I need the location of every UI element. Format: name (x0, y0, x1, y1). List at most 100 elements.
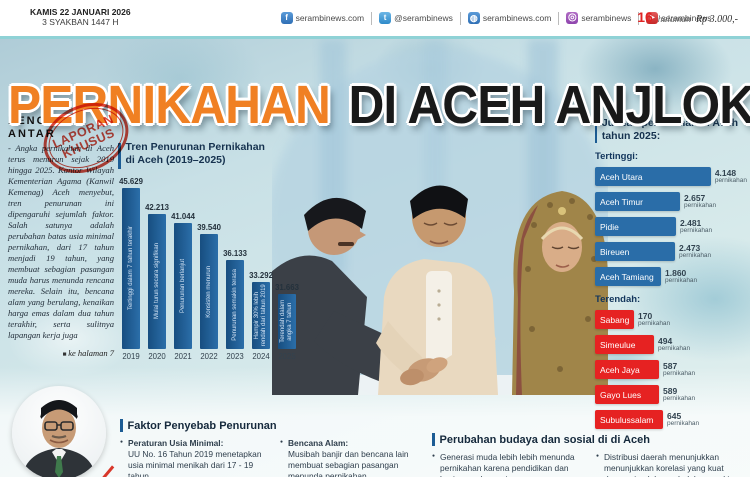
twitter-icon (379, 12, 392, 24)
price-label: Rp 3.000,- (696, 14, 738, 25)
trend-bar-year: 2023 (226, 352, 244, 361)
region-bar: Pidie (595, 217, 676, 237)
region-row: Pidie 2.481 pernikahan (595, 217, 747, 237)
region-value-unit: pernikahan (679, 251, 712, 259)
region-bar: Subulussalam (595, 410, 663, 430)
trend-bar: Konsisten menurun (200, 234, 218, 349)
edition-date-line2: 3 SYAKBAN 1447 H (42, 17, 119, 27)
title-accent-line (595, 119, 597, 143)
region-value: 1.860 pernikahan (665, 268, 698, 285)
region-value: 170 pernikahan (638, 310, 671, 328)
social-label: serambinews.com (295, 13, 365, 23)
wedding-ceremony-photo (272, 39, 608, 395)
regions-panel: Jumlah pernikahan di Aceh tahun 2025: Te… (595, 117, 747, 435)
facebook-icon (280, 12, 293, 24)
region-value-unit: pernikahan (663, 394, 696, 402)
region-bar: Sabang (595, 310, 634, 330)
trend-bar: Hampir 30% lebih rendah dari tahun 2019 (252, 282, 270, 349)
trend-bar-note: Penurunan berlanjut (179, 258, 186, 314)
title-accent-line (120, 419, 123, 432)
trend-bar-year: 2025 (278, 352, 296, 361)
trend-bar-column: 41.044 Penurunan berlanjut 2021 (170, 212, 196, 361)
trend-chart-title-row: Tren Penurunan Pernikahan di Aceh (2019–… (118, 141, 306, 169)
region-value-unit: pernikahan (667, 419, 700, 427)
trend-bar-value: 39.540 (197, 223, 221, 232)
official-portrait (12, 386, 106, 477)
intro-text: - Angka pernikahan di Aceh terus menurun… (8, 143, 114, 341)
region-value-number: 587 (663, 360, 678, 371)
factors-section: Faktor Penyebab Penurunan Peraturan Usia… (120, 419, 426, 477)
trend-bar-column: 33.292 Hampir 30% lebih rendah dari tahun… (248, 271, 274, 361)
stamp-line1: LAPORAN (50, 111, 116, 152)
regions-panel-title: Jumlah pernikahan di Aceh tahun 2025: (601, 117, 738, 143)
social-label: serambinews (661, 13, 712, 23)
factors-col2: Bencana Alam: Musibah banjir dan bencana… (280, 438, 426, 477)
trend-bar-column: 36.133 Penurunan semakin terasa 2023 (222, 249, 248, 361)
trend-bar-year: 2020 (148, 352, 166, 361)
region-value: 589 pernikahan (663, 386, 696, 403)
social-divider (638, 11, 640, 25)
region-value-number: 2.481 (680, 217, 702, 228)
trend-bar: Penurunan berlanjut (174, 223, 192, 349)
trend-bar-column: 45.629 Tertinggi dalam 7 tahun terakhir 20… (118, 177, 144, 361)
factor-item: Peraturan Usia Minimal: UU No. 16 Tahun … (120, 438, 266, 477)
region-row: Gayo Lues 589 pernikahan (595, 385, 747, 405)
trend-bar: Mulai turun secara signifikan (148, 214, 166, 349)
region-value: 4.148 pernikahan (714, 168, 747, 185)
factors-title-row: Faktor Penyebab Penurunan (120, 419, 426, 432)
red-arrow-mark (101, 465, 115, 477)
trend-bar-year: 2021 (174, 352, 192, 361)
social-change-title-row: Perubahan budaya dan sosial di di Aceh (432, 433, 746, 446)
region-value-unit: pernikahan (638, 319, 671, 327)
trend-bar-value: 33.292 (249, 271, 273, 280)
region-value-number: 170 (638, 310, 653, 321)
region-group-label: Terendah: (595, 294, 641, 306)
trend-bar-value: 36.133 (223, 249, 247, 258)
social-change-section: Perubahan budaya dan sosial di di Aceh G… (432, 433, 746, 477)
region-row: Bireuen 2.473 pernikahan (595, 242, 747, 262)
region-groups: Tertinggi: Aceh Utara 4.148 pernikahan Aceh … (595, 151, 747, 430)
trend-chart: Tren Penurunan Pernikahan di Aceh (2019–… (118, 141, 306, 361)
social-divider (558, 11, 560, 25)
region-value-number: 2.657 (684, 192, 706, 203)
social-label: serambinews.com (482, 13, 552, 23)
region-value-unit: pernikahan (714, 176, 747, 184)
edition-date-line1: KAMIS 22 JANUARI 2026 (30, 7, 131, 18)
region-row: Simeulue 494 pernikahan (595, 335, 747, 355)
region-row: Sabang 170 pernikahan (595, 310, 747, 330)
trend-bar-column: 42.213 Mulai turun secara signifikan 2020 (144, 203, 170, 361)
youtube-icon (646, 12, 659, 24)
pages-count: 16 (637, 9, 653, 25)
trend-bar-note: Mulai turun secara signifikan (153, 243, 160, 320)
social-change-item: Distribusi daerah menunjukkan menunjukka… (596, 452, 746, 477)
region-value-unit: pernikahan (665, 276, 698, 284)
trend-bar: Penurunan semakin terasa (226, 260, 244, 349)
social-link-instagram: serambinews (566, 12, 631, 24)
region-value-number: 2.473 (679, 242, 701, 253)
trend-bar: Terendah dalam angka 7 tahun (278, 294, 296, 349)
region-bar: Aceh Jaya (595, 360, 659, 380)
region-value: 2.481 pernikahan (680, 217, 713, 235)
region-value: 587 pernikahan (663, 360, 695, 378)
region-bar: Aceh Timur (595, 192, 680, 212)
social-divider (371, 11, 373, 25)
region-value-number: 494 (658, 335, 673, 346)
social-link-youtube: serambinews (646, 12, 711, 24)
region-value-unit: pernikahan (680, 226, 713, 234)
region-row: Aceh Utara 4.148 pernikahan (595, 167, 747, 187)
trend-bars: 45.629 Tertinggi dalam 7 tahun terakhir 20… (118, 177, 306, 361)
title-accent-line (432, 433, 435, 446)
social-links-row: serambinews.com @serambinews serambinews.c… (280, 11, 711, 25)
trend-bar-note: Penurunan semakin terasa (231, 268, 238, 341)
social-change-title: Perubahan budaya dan sosial di di Aceh (439, 433, 650, 446)
region-row: Subulussalam 645 pernikahan (595, 410, 747, 430)
region-value-unit: pernikahan (658, 344, 691, 352)
social-label: serambinews (581, 13, 632, 23)
region-value-unit: pernikahan (684, 201, 717, 209)
trend-bar-note: Tertinggi dalam 7 tahun terakhir (127, 226, 134, 311)
region-value: 2.473 pernikahan (679, 242, 712, 260)
continued-on-page: ke halaman 7 (8, 348, 114, 358)
globe-icon (467, 12, 480, 24)
intro-label: PENG- ANTAR (8, 115, 56, 140)
